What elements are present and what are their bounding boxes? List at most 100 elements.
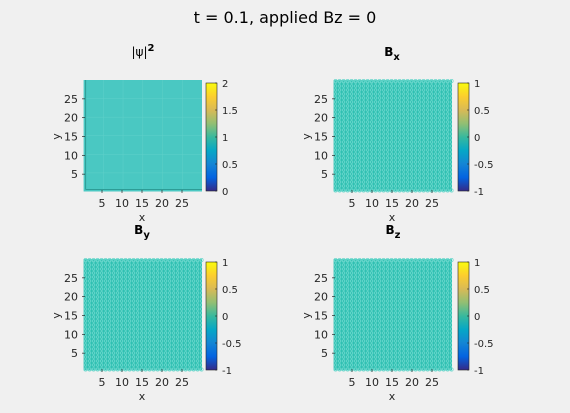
edge-marker (437, 188, 442, 193)
colorbar-tick-label: 2 (222, 79, 228, 90)
edge-marker (345, 79, 350, 83)
colorbar-tick-label: 0 (222, 312, 228, 323)
edge-marker (449, 258, 454, 262)
edge-marker (445, 79, 450, 83)
edge-marker (131, 258, 136, 262)
subplot-3: By 5 10 15 20 25 5 10 15 20 25 x y -1 -0.5 0 0.5 1 (50, 223, 242, 403)
colorbar-tick-label: 0 (474, 133, 480, 144)
edge-marker (361, 79, 366, 83)
edge-marker (377, 79, 382, 83)
x-tick-label: 5 (349, 376, 356, 389)
edge-marker (139, 367, 144, 372)
edge-marker (445, 258, 450, 262)
y-tick-label: 20 (64, 291, 78, 304)
colorbar-tick-label: 1 (474, 258, 480, 269)
edge-marker (103, 367, 108, 372)
edge-marker (91, 258, 96, 262)
y-tick-label: 5 (321, 168, 328, 181)
edge-marker (377, 188, 382, 193)
edge-marker (381, 188, 386, 193)
colorbar-tick-label: 0.5 (474, 285, 490, 296)
edge-marker (179, 367, 184, 372)
edge-marker (171, 367, 176, 372)
edge-marker (445, 367, 450, 372)
colorbar-tick-label: 0.5 (222, 160, 238, 171)
edge-marker (385, 188, 390, 193)
y-tick-label: 5 (71, 168, 78, 181)
edge-marker (405, 258, 410, 262)
y-tick-label: 25 (314, 93, 328, 106)
edge-marker (429, 79, 434, 83)
edge-marker (425, 188, 430, 193)
edge-marker (147, 258, 152, 262)
edge-marker (401, 258, 406, 262)
colorbar-tick-label: 0 (474, 312, 480, 323)
edge-marker (159, 367, 164, 372)
edge-marker (433, 79, 438, 83)
edge-marker (361, 258, 366, 262)
y-tick-label: 15 (314, 131, 328, 144)
edge-marker (99, 258, 104, 262)
edge-marker (119, 367, 124, 372)
edge-marker (421, 367, 426, 372)
edge-marker (373, 188, 378, 193)
edge-marker (87, 367, 92, 372)
edge-marker (405, 367, 410, 372)
edge-marker (441, 258, 446, 262)
colorbar-tick-label: -1 (474, 366, 484, 377)
edge-marker (353, 79, 358, 83)
edge-marker (95, 367, 100, 372)
edge-marker (333, 79, 338, 83)
edge-marker (417, 188, 422, 193)
edge-marker (377, 367, 382, 372)
edge-marker (191, 258, 196, 262)
edge-marker (381, 367, 386, 372)
subplot-4: Bz 5 10 15 20 25 5 10 15 20 25 x y -1 -0.5 0 0.5 1 (300, 223, 494, 403)
edge-marker (413, 79, 418, 83)
edge-marker (373, 367, 378, 372)
edge-marker (151, 367, 156, 372)
edge-marker (99, 367, 104, 372)
y-tick-label: 15 (314, 310, 328, 323)
x-tick-label: 15 (385, 197, 399, 210)
edge-marker (337, 188, 342, 193)
edge-marker (421, 188, 426, 193)
y-tick-label: 20 (64, 112, 78, 125)
edge-marker (401, 188, 406, 193)
colorbar-tick-label: -0.5 (222, 339, 242, 350)
edge-marker (361, 367, 366, 372)
y-axis-label: y (50, 133, 63, 140)
subplot-title: Bx (384, 45, 400, 63)
edge-marker (385, 258, 390, 262)
edge-marker (345, 367, 350, 372)
edge-marker (385, 79, 390, 83)
edge-marker (389, 188, 394, 193)
edge-marker (91, 367, 96, 372)
edge-marker (333, 367, 338, 372)
edge-marker (333, 258, 338, 262)
edge-marker (87, 258, 92, 262)
edge-marker (345, 258, 350, 262)
edge-marker (441, 367, 446, 372)
x-tick-label: 25 (425, 376, 439, 389)
x-tick-label: 10 (365, 376, 379, 389)
edge-marker (95, 258, 100, 262)
y-tick-label: 5 (71, 347, 78, 360)
edge-marker (377, 258, 382, 262)
edge-marker (365, 258, 370, 262)
x-axis-label: x (139, 390, 146, 403)
edge-marker (187, 258, 192, 262)
edge-marker (397, 79, 402, 83)
marker-grid (83, 259, 202, 371)
edge-marker (195, 258, 200, 262)
edge-marker (341, 367, 346, 372)
edge-marker (333, 188, 338, 193)
x-axis-label: x (139, 211, 146, 224)
edge-marker (433, 188, 438, 193)
edge-marker (187, 367, 192, 372)
edge-marker (389, 258, 394, 262)
edge-marker (361, 188, 366, 193)
edge-marker (107, 367, 112, 372)
edge-marker (191, 367, 196, 372)
y-tick-label: 25 (64, 93, 78, 106)
